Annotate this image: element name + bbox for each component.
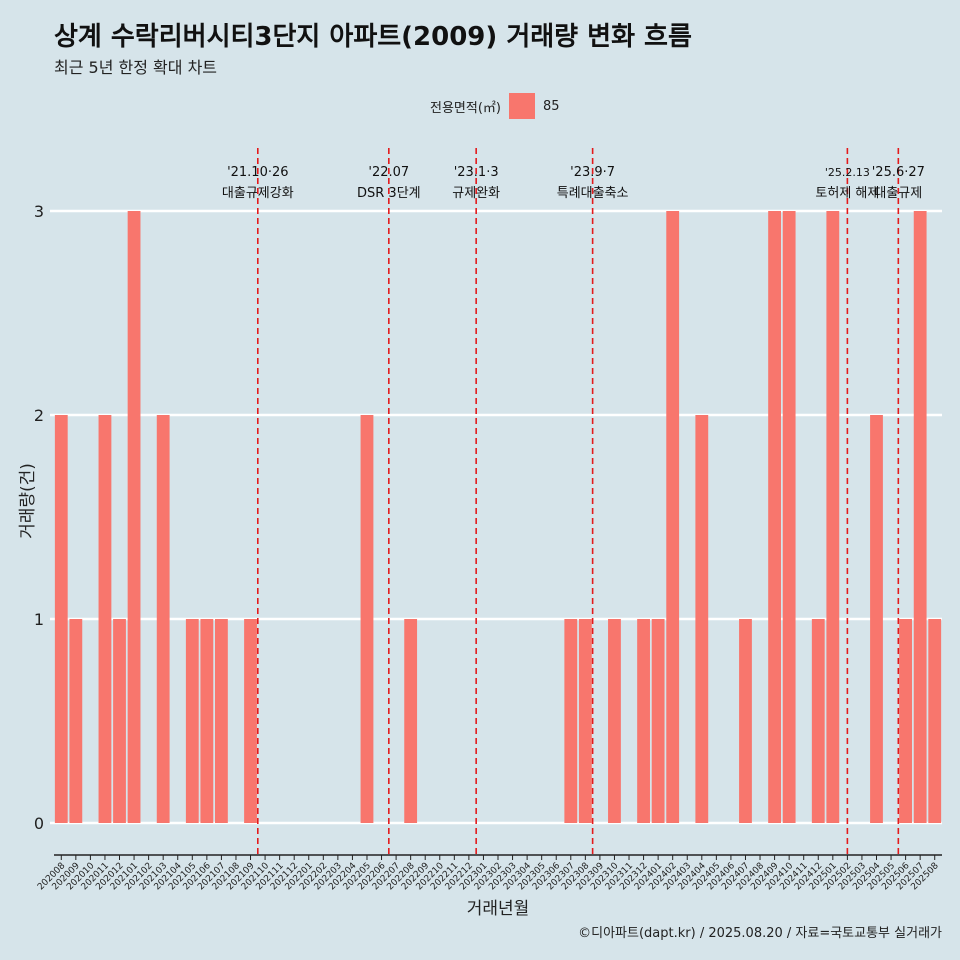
bar (913, 211, 927, 823)
bar (739, 619, 752, 823)
event-name-label: 규제완화 (452, 186, 500, 201)
grid-lines (50, 209, 942, 825)
bar (899, 619, 913, 823)
event-name-label: DSR 3단계 (357, 186, 421, 201)
y-tick-label: 0 (34, 814, 44, 833)
bar (608, 619, 621, 823)
bar (928, 619, 942, 823)
bar (578, 619, 592, 823)
y-axis-title: 거래량(건) (18, 463, 38, 539)
axes: 0123202008202009202010202011202012202101… (34, 202, 942, 892)
event-date-label: '21.10·26 (227, 165, 288, 180)
event-date-label: '25.2.13 (825, 166, 870, 179)
legend-item-label: 85 (542, 98, 560, 114)
bar (185, 619, 199, 823)
bar (637, 619, 650, 823)
bar (826, 211, 840, 823)
legend: 전용면적(㎡) 85 (430, 93, 560, 119)
bar (870, 415, 883, 823)
event-name-label: 토허제 해제 (815, 186, 879, 201)
bar (404, 619, 418, 823)
bar (98, 415, 112, 823)
event-annotations: '21.10·26 대출규제강화 '22.07 DSR 3단계 '23.1·3 규제완화 '… (222, 148, 925, 855)
bars (54, 211, 942, 823)
event-name-label: 대출규제 (874, 186, 922, 201)
y-tick-label: 2 (34, 406, 44, 425)
chart-title: 상계 수락리버시티3단지 아파트(2009) 거래량 변화 흐름 (54, 22, 692, 52)
event-name-label: 대출규제강화 (222, 186, 294, 201)
bar (811, 619, 825, 823)
bar (768, 211, 781, 823)
bar (113, 619, 126, 823)
x-axis-title: 거래년월 (467, 899, 530, 919)
y-tick-label: 1 (34, 610, 44, 629)
legend-swatch (508, 93, 535, 119)
event-name-label: 특례대출축소 (557, 186, 629, 201)
bar (244, 619, 257, 823)
bar (782, 211, 796, 823)
bar (666, 211, 680, 823)
bar (564, 619, 578, 823)
event-date-label: '25.6·27 (872, 165, 925, 180)
chart-subtitle: 최근 5년 한정 확대 차트 (54, 58, 218, 77)
event-date-label: '23.1·3 (454, 165, 499, 180)
bar (69, 619, 83, 823)
bar (215, 619, 228, 823)
bar (651, 619, 665, 823)
event-date-label: '23.9·7 (570, 165, 615, 180)
bar (156, 415, 170, 823)
event-date-label: '22.07 (368, 165, 409, 180)
legend-title: 전용면적(㎡) (430, 100, 501, 116)
y-tick-label: 3 (34, 202, 44, 221)
bar (360, 415, 374, 823)
source-caption: ©디아파트(dapt.kr) / 2025.08.20 / 자료=국토교통부 실… (578, 926, 942, 941)
bar (200, 619, 214, 823)
bar (127, 211, 141, 823)
bar (54, 415, 68, 823)
bar (695, 415, 709, 823)
